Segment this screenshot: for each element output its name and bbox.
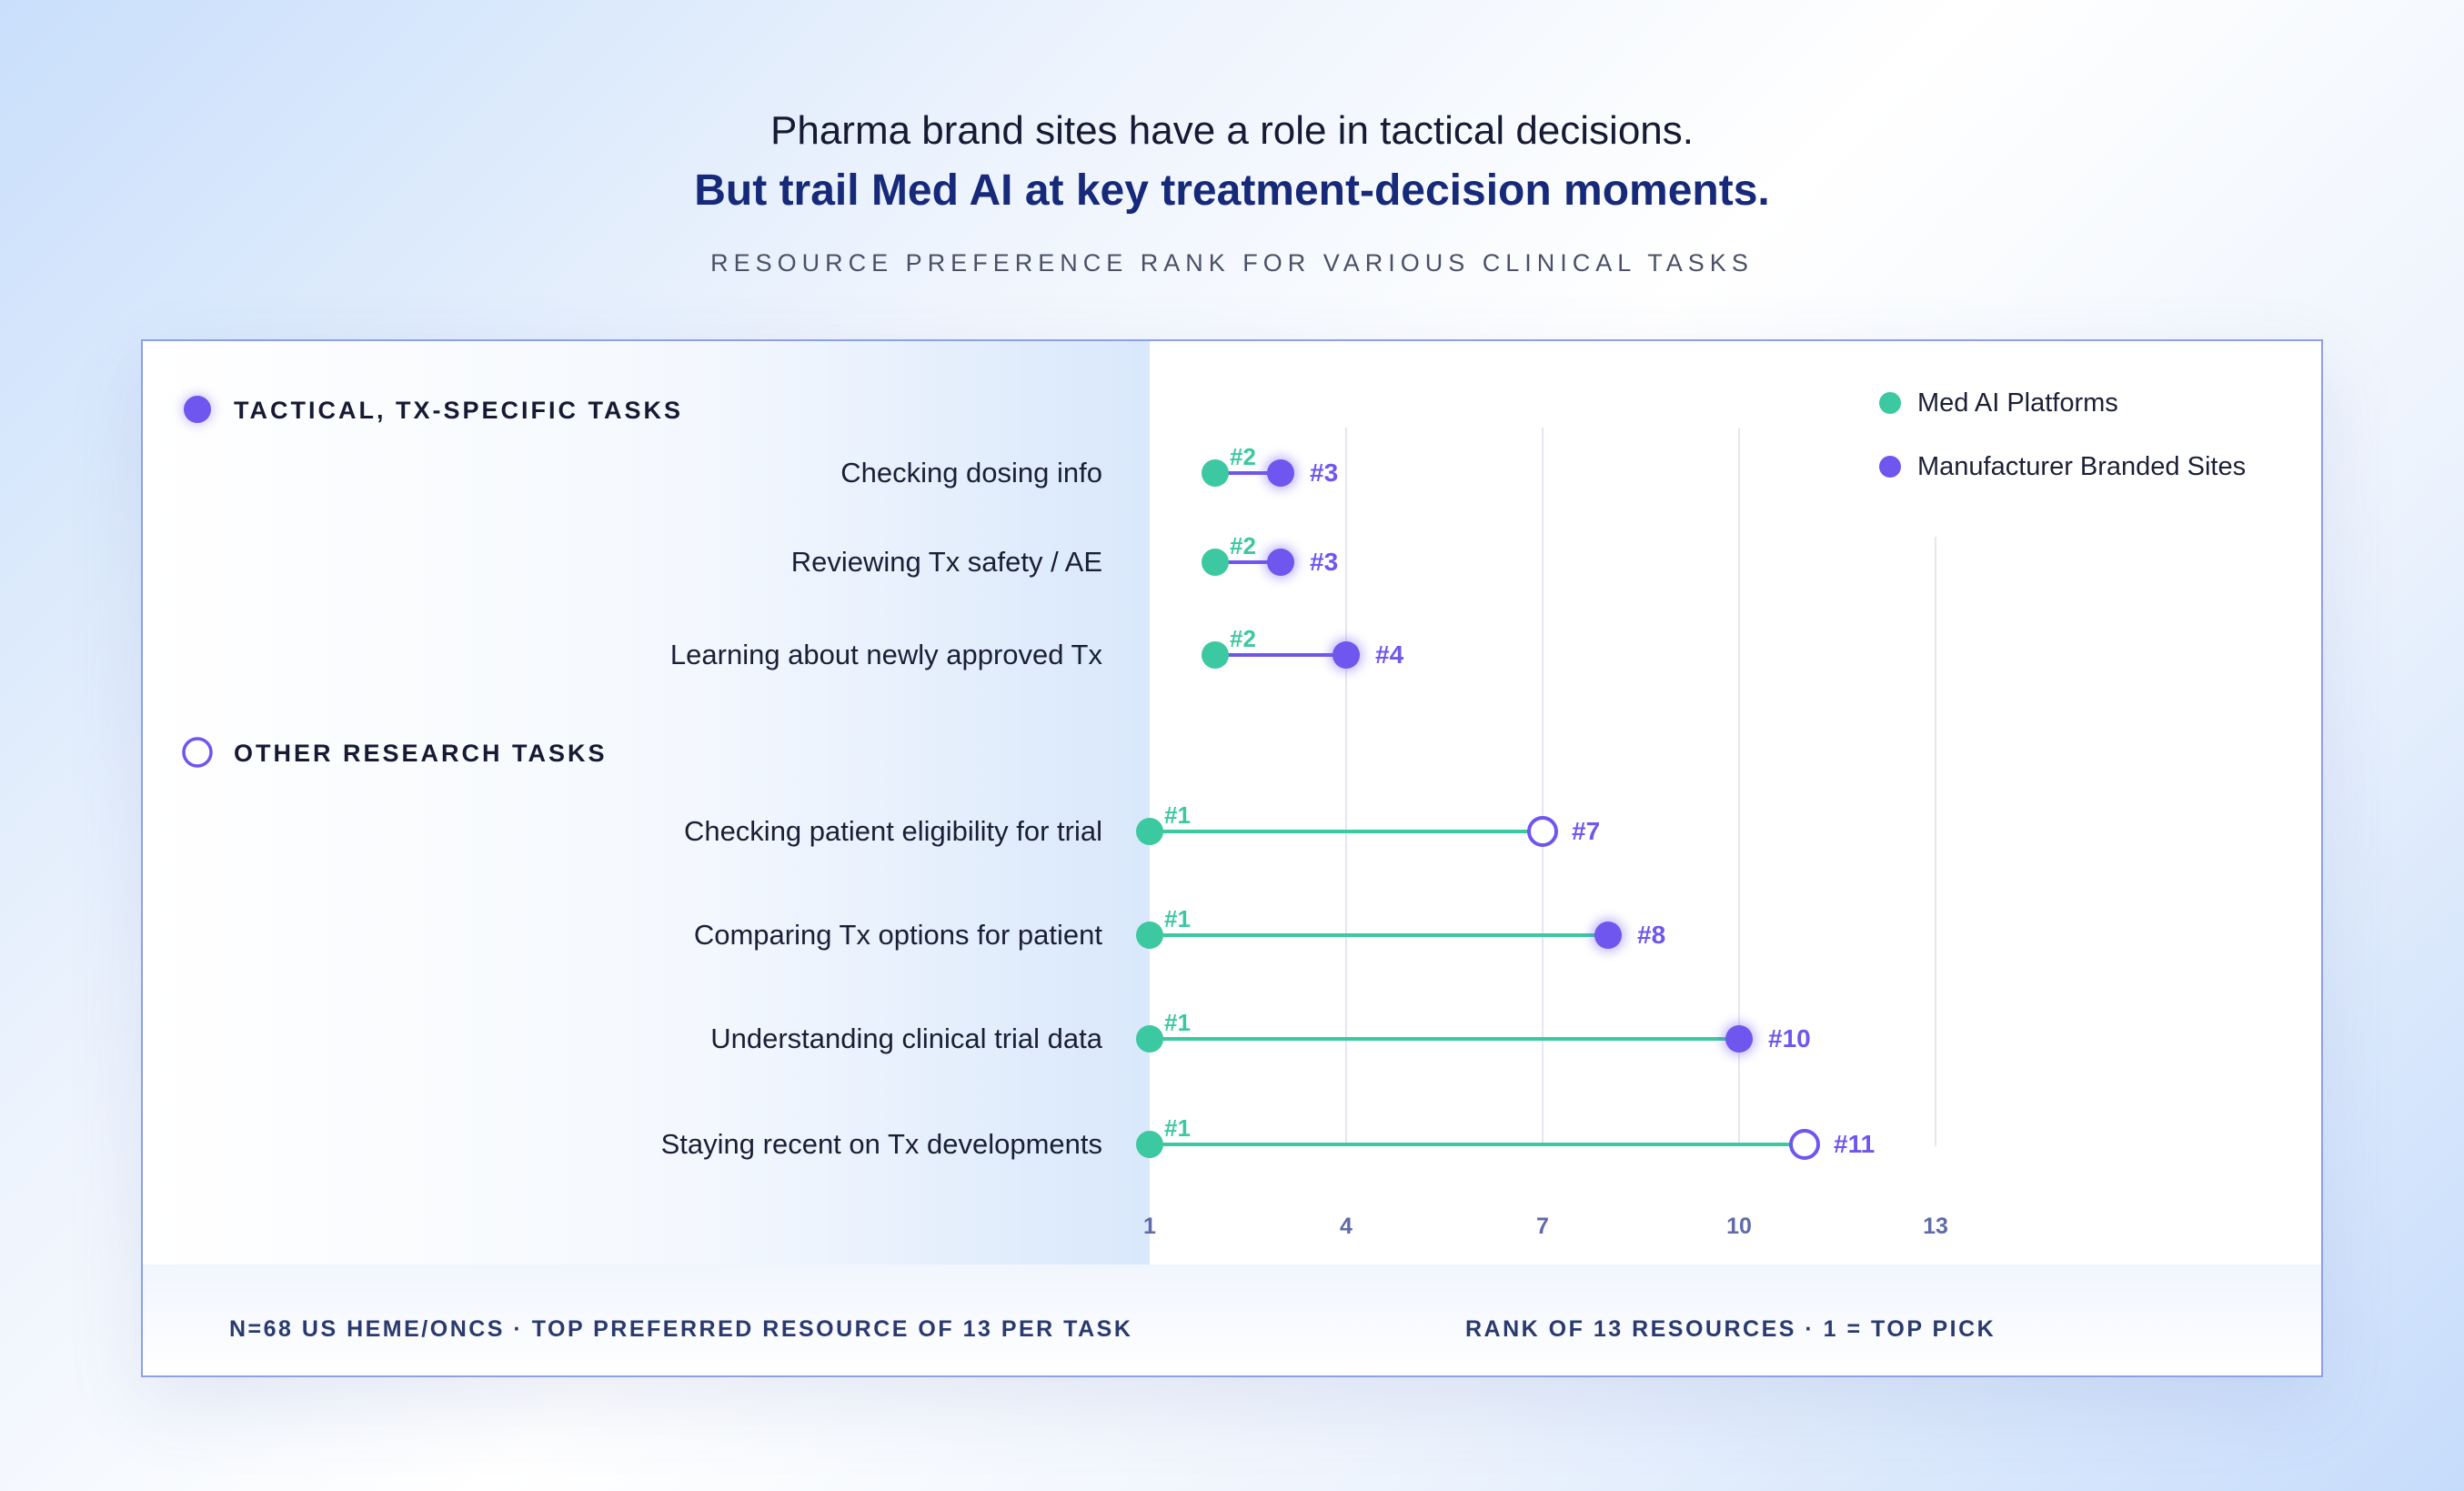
task-row: Learning about newly approved Tx #2 #4 <box>670 625 1404 671</box>
med-ai-point <box>1136 818 1163 845</box>
legend-swatch-manufacturer <box>1879 456 1901 478</box>
task-label: Comparing Tx options for patient <box>694 919 1103 951</box>
med-ai-point <box>1136 1131 1163 1158</box>
chart-legend: Med AI Platforms Manufacturer Branded Si… <box>1879 387 2246 514</box>
chart-title-line1: Pharma brand sites have a role in tactic… <box>770 108 1694 153</box>
med-ai-rank-label: #2 <box>1230 532 1256 559</box>
med-ai-rank-label: #1 <box>1164 1009 1191 1036</box>
manufacturer-point <box>1267 549 1294 576</box>
chart-subtitle: RESOURCE PREFERENCE RANK FOR VARIOUS CLI… <box>710 249 1754 277</box>
chart-title-line2: But trail Med AI at key treatment-decisi… <box>694 166 1770 215</box>
chart-footer: N=68 US HEME/ONCS · TOP PREFERRED RESOUR… <box>143 1264 2321 1375</box>
chart-card: TACTICAL, TX-SPECIFIC TASKS OTHER RESEARC… <box>141 339 2323 1377</box>
task-label: Learning about newly approved Tx <box>670 639 1103 670</box>
task-label: Checking dosing info <box>840 457 1102 489</box>
group-marker-filled <box>184 396 211 423</box>
task-label: Staying recent on Tx developments <box>661 1128 1102 1160</box>
med-ai-rank-label: #1 <box>1164 905 1191 932</box>
manufacturer-rank-label: #11 <box>1834 1130 1875 1158</box>
manufacturer-point <box>1594 922 1622 949</box>
task-row: Comparing Tx options for patient #1 #8 <box>694 905 1665 952</box>
task-row: Understanding clinical trial data #1 #10 <box>710 1009 1811 1055</box>
manufacturer-rank-label: #8 <box>1637 921 1665 949</box>
manufacturer-rank-label: #7 <box>1572 817 1600 845</box>
chart-header: Pharma brand sites have a role in tactic… <box>0 102 2464 277</box>
task-row: Staying recent on Tx developments #1 #11 <box>661 1114 1875 1160</box>
manufacturer-point <box>1333 641 1360 669</box>
manufacturer-point-hollow <box>1527 816 1558 847</box>
task-label: Reviewing Tx safety / AE <box>791 546 1102 578</box>
task-label: Checking patient eligibility for trial <box>684 815 1102 847</box>
footer-sample-note: N=68 US HEME/ONCS · TOP PREFERRED RESOUR… <box>229 1316 1133 1342</box>
task-row: Checking dosing info #2 #3 <box>840 443 1338 489</box>
dumbbell-chart: TACTICAL, TX-SPECIFIC TASKS OTHER RESEARC… <box>143 341 1948 1264</box>
x-tick-label: 4 <box>1340 1214 1353 1239</box>
med-ai-rank-label: #1 <box>1164 1114 1191 1142</box>
x-tick-label: 13 <box>1923 1214 1948 1239</box>
med-ai-rank-label: #1 <box>1164 801 1191 829</box>
task-row: Checking patient eligibility for trial #1… <box>684 801 1600 847</box>
group-header: TACTICAL, TX-SPECIFIC TASKS <box>234 397 683 424</box>
med-ai-point <box>1202 459 1229 487</box>
label-panel <box>143 341 1150 1264</box>
task-label: Understanding clinical trial data <box>710 1023 1103 1054</box>
manufacturer-rank-label: #4 <box>1375 640 1404 669</box>
med-ai-rank-label: #2 <box>1230 625 1256 652</box>
group-header: OTHER RESEARCH TASKS <box>234 740 608 767</box>
manufacturer-point <box>1267 459 1294 487</box>
x-tick-label: 1 <box>1143 1214 1156 1239</box>
x-tick-label: 10 <box>1726 1214 1752 1239</box>
legend-swatch-med-ai <box>1879 392 1901 414</box>
manufacturer-rank-label: #3 <box>1310 548 1338 576</box>
med-ai-point <box>1202 549 1229 576</box>
footer-axis-note: RANK OF 13 RESOURCES · 1 = TOP PICK <box>1465 1316 1996 1342</box>
med-ai-rank-label: #2 <box>1230 443 1256 470</box>
med-ai-point <box>1136 1025 1163 1053</box>
task-row: Reviewing Tx safety / AE #2 #3 <box>791 532 1338 579</box>
legend-label-med-ai: Med AI Platforms <box>1917 388 2118 418</box>
med-ai-point <box>1202 641 1229 669</box>
manufacturer-point-hollow <box>1789 1129 1820 1160</box>
legend-item-manufacturer: Manufacturer Branded Sites <box>1879 450 2246 483</box>
legend-item-med-ai: Med AI Platforms <box>1879 387 2246 419</box>
manufacturer-point <box>1725 1025 1753 1053</box>
group-marker-hollow <box>182 737 213 768</box>
manufacturer-rank-label: #10 <box>1768 1024 1811 1053</box>
x-tick-label: 7 <box>1536 1214 1549 1239</box>
med-ai-point <box>1136 922 1163 949</box>
manufacturer-rank-label: #3 <box>1310 458 1338 487</box>
legend-label-manufacturer: Manufacturer Branded Sites <box>1917 451 2247 481</box>
